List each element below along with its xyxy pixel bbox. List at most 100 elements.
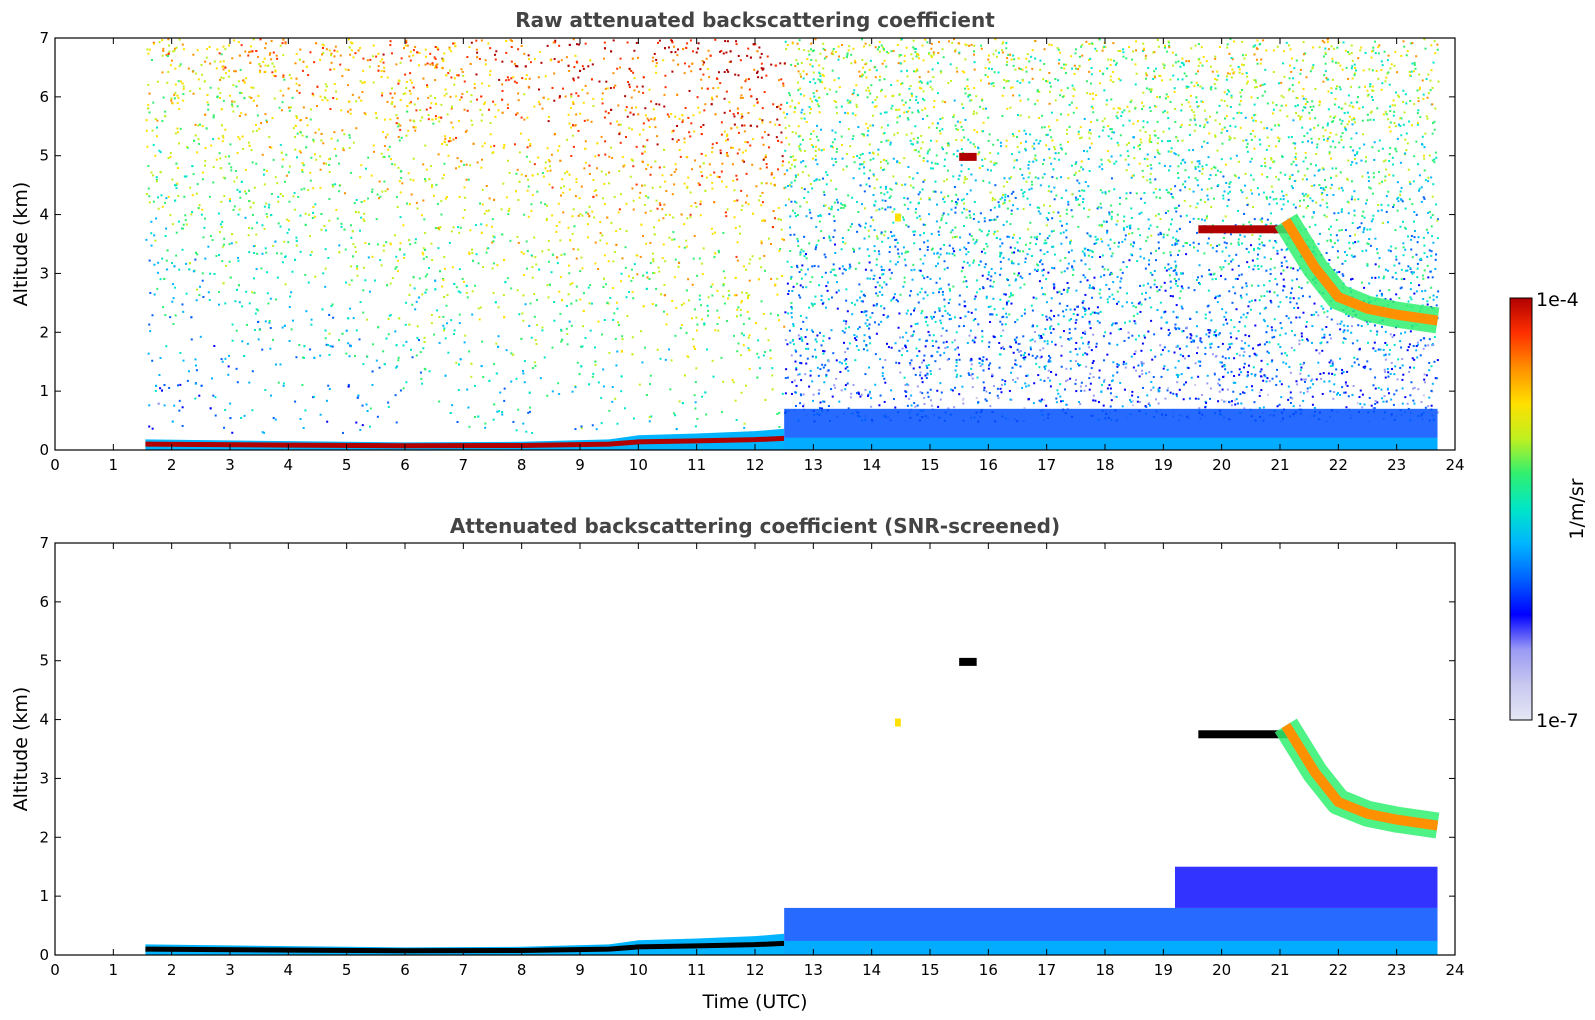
- noise-point: [728, 61, 731, 64]
- noise-point: [550, 271, 553, 274]
- noise-point: [171, 262, 174, 265]
- noise-point: [699, 304, 702, 307]
- noise-point: [626, 115, 629, 118]
- noise-point: [175, 187, 178, 190]
- noise-point: [730, 127, 733, 130]
- noise-point: [156, 271, 159, 274]
- noise-point: [1158, 162, 1161, 165]
- noise-point: [1185, 87, 1188, 90]
- noise-point: [722, 231, 725, 234]
- noise-point: [1055, 397, 1058, 400]
- noise-point: [769, 242, 772, 245]
- noise-point: [760, 52, 763, 55]
- noise-point: [760, 266, 763, 269]
- noise-point: [197, 124, 200, 127]
- noise-point: [1282, 278, 1285, 281]
- noise-point: [186, 223, 189, 226]
- noise-point: [431, 258, 434, 261]
- noise-point: [1024, 382, 1027, 385]
- noise-point: [691, 168, 694, 171]
- noise-point: [1200, 100, 1203, 103]
- noise-point: [720, 356, 723, 359]
- noise-point: [458, 322, 461, 325]
- noise-point: [309, 348, 312, 351]
- noise-point: [1095, 94, 1098, 97]
- noise-point: [324, 83, 327, 86]
- noise-point: [299, 151, 302, 154]
- noise-point: [1147, 218, 1150, 221]
- noise-point: [576, 361, 579, 364]
- noise-point: [1209, 343, 1212, 346]
- noise-point: [1335, 368, 1338, 371]
- noise-point: [789, 233, 792, 236]
- noise-point: [487, 247, 490, 250]
- noise-point: [464, 130, 467, 133]
- noise-point: [287, 171, 290, 174]
- noise-point: [324, 89, 327, 92]
- noise-point: [302, 427, 305, 430]
- noise-point: [330, 61, 333, 64]
- noise-point: [825, 285, 828, 288]
- noise-point: [425, 168, 428, 171]
- noise-point: [221, 220, 224, 223]
- noise-point: [1254, 373, 1257, 376]
- noise-point: [624, 246, 627, 249]
- noise-point: [178, 399, 181, 402]
- noise-point: [921, 361, 924, 364]
- noise-point: [683, 141, 686, 144]
- noise-point: [485, 251, 488, 254]
- noise-point: [404, 73, 407, 76]
- noise-point: [921, 392, 924, 395]
- noise-point: [1298, 404, 1301, 407]
- noise-point: [156, 287, 159, 290]
- noise-point: [549, 169, 552, 172]
- noise-point: [356, 274, 359, 277]
- noise-point: [910, 335, 913, 338]
- noise-point: [227, 75, 230, 78]
- noise-point: [701, 273, 704, 276]
- noise-point: [725, 215, 728, 218]
- noise-point: [866, 318, 869, 321]
- noise-point: [165, 53, 168, 56]
- noise-point: [501, 411, 504, 414]
- noise-point: [1190, 161, 1193, 164]
- noise-point: [243, 355, 246, 358]
- noise-point: [450, 121, 453, 124]
- noise-point: [1299, 391, 1302, 394]
- noise-point: [885, 159, 888, 162]
- noise-point: [446, 294, 449, 297]
- noise-point: [1050, 325, 1053, 328]
- noise-point: [852, 247, 855, 250]
- noise-point: [1422, 196, 1425, 199]
- noise-point: [329, 108, 332, 111]
- noise-point: [446, 113, 449, 116]
- noise-point: [1356, 339, 1359, 342]
- noise-point: [261, 348, 264, 351]
- noise-point: [313, 215, 316, 218]
- noise-point: [713, 256, 716, 259]
- noise-point: [1219, 274, 1222, 277]
- noise-point: [409, 284, 412, 287]
- noise-point: [1243, 57, 1246, 60]
- noise-point: [268, 203, 271, 206]
- noise-point: [1210, 319, 1213, 322]
- noise-point: [1122, 48, 1125, 51]
- noise-point: [221, 134, 224, 137]
- noise-point: [255, 49, 258, 52]
- noise-point: [576, 61, 579, 64]
- noise-point: [975, 240, 978, 243]
- noise-point: [1016, 114, 1019, 117]
- noise-point: [649, 383, 652, 386]
- noise-point: [210, 377, 213, 380]
- noise-point: [265, 119, 268, 122]
- noise-point: [1427, 344, 1430, 347]
- noise-point: [773, 176, 776, 179]
- noise-point: [757, 339, 760, 342]
- noise-point: [341, 129, 344, 132]
- noise-point: [869, 59, 872, 62]
- noise-point: [592, 195, 595, 198]
- noise-point: [485, 210, 488, 213]
- noise-point: [566, 333, 569, 336]
- noise-point: [793, 379, 796, 382]
- noise-point: [987, 58, 990, 61]
